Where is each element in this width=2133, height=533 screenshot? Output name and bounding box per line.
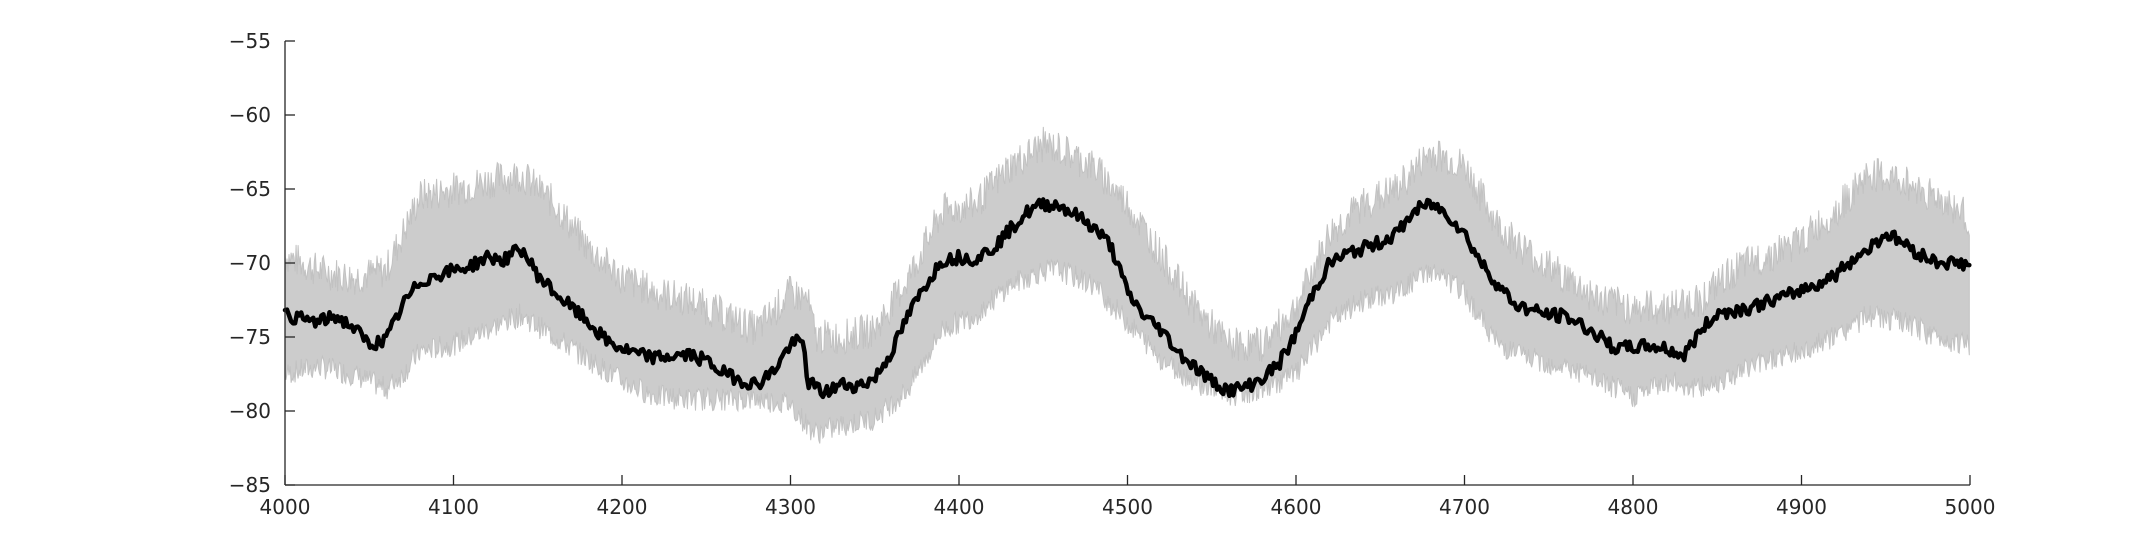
y-tick-label: −85 [229, 473, 271, 497]
y-tick-label: −55 [229, 29, 271, 53]
x-tick-label: 4400 [934, 495, 985, 519]
x-tick-label: 4700 [1439, 495, 1490, 519]
y-tick-label: −80 [229, 399, 271, 423]
y-tick-label: −70 [229, 251, 271, 275]
x-tick-label: 5000 [1945, 495, 1996, 519]
mean-layer [282, 197, 1972, 400]
x-tick-label: 4600 [1271, 495, 1322, 519]
x-tick-label: 4800 [1608, 495, 1659, 519]
x-tick-label: 4200 [597, 495, 648, 519]
x-tick-label: 4100 [428, 495, 479, 519]
y-tick-label: −75 [229, 325, 271, 349]
x-axis-ticks: 4000 4100 4200 4300 4400 4500 4600 4700 4800 4900… [260, 475, 1996, 519]
y-tick-label: −60 [229, 103, 271, 127]
y-axis-ticks: −55 −60 −65 −70 −75 −80 −85 [229, 29, 295, 497]
x-tick-label: 4300 [765, 495, 816, 519]
y-tick-label: −65 [229, 177, 271, 201]
x-tick-label: 4900 [1776, 495, 1827, 519]
x-tick-label: 4500 [1102, 495, 1153, 519]
mean-series-line [282, 197, 1972, 400]
x-tick-label: 4000 [260, 495, 311, 519]
